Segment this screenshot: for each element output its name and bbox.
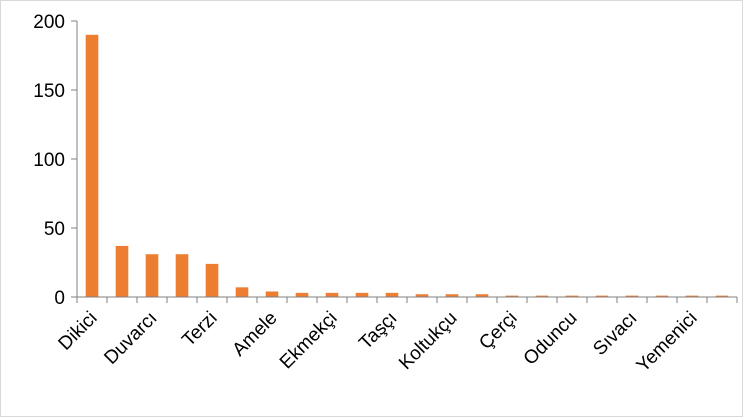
y-axis: 0 50 100 150 200	[33, 12, 77, 309]
x-tick-label: Taşçı	[355, 308, 401, 354]
bar	[235, 287, 249, 297]
bar	[115, 245, 129, 297]
x-tick-label: Amele	[229, 308, 282, 361]
y-tick-label: 0	[54, 288, 65, 309]
bar	[175, 254, 189, 297]
bar	[415, 294, 429, 297]
bar	[85, 34, 99, 298]
bar	[655, 295, 669, 297]
y-tick-label: 100	[33, 150, 65, 171]
x-tick-label: Sıvacı	[589, 308, 641, 360]
bar	[595, 295, 609, 297]
x-tick-label: Oduncu	[520, 308, 582, 370]
x-tick-label: Duvarcı	[100, 308, 161, 369]
y-tick-label: 50	[44, 219, 65, 240]
x-tick-label: Ekmekçi	[276, 308, 342, 374]
axis-lines	[76, 21, 738, 303]
bar	[385, 292, 399, 297]
y-tick-label: 200	[33, 12, 65, 33]
bar	[475, 294, 489, 297]
bar	[205, 263, 219, 297]
x-tick-label: Terzi	[178, 308, 221, 351]
x-tick-label: Çerçi	[475, 308, 521, 354]
bar-series	[85, 34, 729, 298]
bar	[505, 295, 519, 297]
bar	[325, 292, 339, 297]
bar	[535, 295, 549, 297]
bar	[715, 295, 729, 297]
bar	[565, 295, 579, 297]
y-tick-label: 150	[33, 81, 65, 102]
bar	[265, 291, 279, 297]
x-tick-label: Yemenici	[633, 308, 702, 377]
bar	[355, 292, 369, 297]
bar	[295, 292, 309, 297]
bar	[685, 295, 699, 297]
bar	[145, 254, 159, 297]
x-tick-label: Koltukçu	[395, 308, 461, 374]
bar	[445, 294, 459, 297]
x-tick-label: Dikici	[55, 308, 102, 355]
bar	[625, 295, 639, 297]
